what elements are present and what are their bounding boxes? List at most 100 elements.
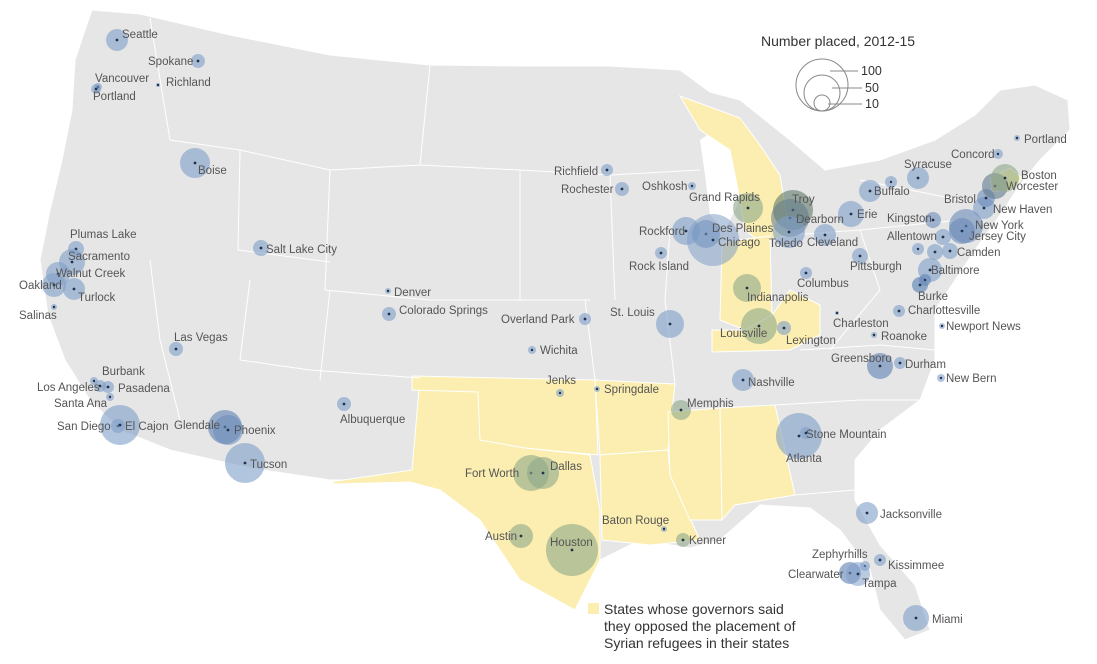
label-glendale: Glendale [174,420,220,432]
opposed-states-note: States whose governors said they opposed… [604,601,834,652]
label-new-bern: New Bern [946,373,997,385]
label-spokane: Spokane [148,56,193,68]
label-nashville: Nashville [748,377,795,389]
city-portland-me [1014,135,1020,141]
city-bubbles [42,29,1020,631]
city-overland-park [579,313,591,325]
city-louisville [741,308,777,344]
city-labels: Seattle Spokane Vancouver Portland Richl… [19,29,1067,626]
city-concord [993,149,1003,159]
label-new-haven: New Haven [993,204,1052,216]
label-rock-island: Rock Island [629,261,689,273]
label-stone-mountain: Stone Mountain [806,429,887,441]
city-charleston [835,311,839,315]
label-chicago: Chicago [718,237,760,249]
city-pasadena [102,381,114,393]
city-greensboro [867,353,893,379]
label-dearborn: Dearborn [796,214,844,226]
legend-circle-50 [803,74,841,112]
city-charlottesville [893,305,905,317]
city-salt-lake-city [253,240,269,256]
label-el-cajon: El Cajon [125,421,168,433]
city-portland-or [91,84,101,94]
label-troy: Troy [792,194,815,206]
city-boston [991,164,1019,192]
label-durham: Durham [905,359,946,371]
city-tucson [225,443,265,483]
label-erie: Erie [857,209,877,221]
city-rochester-mn [615,182,629,196]
label-rochester-mn: Rochester [561,184,614,196]
legend-label-10: 10 [865,97,879,111]
label-new-york: New York [975,220,1024,232]
label-pasadena: Pasadena [118,383,170,395]
label-atlanta: Atlanta [786,453,822,465]
city-st-louis [656,310,684,338]
label-salt-lake-city: Salt Lake City [266,244,337,256]
label-worcester: Worcester [1006,181,1058,193]
note-line-3: Syrian refugees in their states [604,635,790,651]
label-seattle: Seattle [122,29,158,41]
label-colorado-springs: Colorado Springs [399,305,488,317]
label-indianapolis: Indianapolis [747,292,809,304]
city-jenks [556,389,564,397]
city-durham [894,357,906,369]
label-buffalo: Buffalo [874,186,910,198]
label-jersey-city: Jersey City [969,231,1026,243]
city-nashville [732,369,754,391]
label-newport-news: Newport News [946,321,1021,333]
city-columbus [800,267,812,279]
city-salinas [51,304,57,310]
city-baton-rouge [661,526,667,532]
city-colorado-springs [382,307,396,321]
city-camden-3 [912,243,924,255]
label-columbus: Columbus [797,278,849,290]
label-fort-worth: Fort Worth [465,468,519,480]
label-denver: Denver [394,287,431,299]
city-toledo [773,216,805,248]
legend-title: Number placed, 2012-15 [761,33,915,49]
label-st-louis: St. Louis [610,307,655,319]
city-oshkosh [688,182,696,190]
label-walnut-creek: Walnut Creek [56,268,125,280]
label-greensboro: Greensboro [831,353,892,365]
city-pittsburgh [852,248,868,264]
label-memphis: Memphis [687,398,734,410]
city-atlanta [776,413,822,459]
label-san-diego: San Diego [57,421,111,433]
label-bristol: Bristol [944,194,976,206]
label-salinas: Salinas [19,310,57,322]
city-phoenix [213,415,243,445]
city-grand-rapids [733,193,763,223]
label-springdale: Springdale [604,384,659,396]
label-kingston: Kingston [887,213,932,225]
label-louisville: Louisville [720,328,767,340]
label-lexington: Lexington [786,335,836,347]
city-lexington [777,321,791,335]
label-portland-or: Portland [93,91,136,103]
label-pittsburgh: Pittsburgh [850,261,902,273]
label-burbank: Burbank [102,366,145,378]
city-burke-2 [919,274,931,286]
city-jacksonville [856,502,878,524]
city-syracuse [907,167,929,189]
city-wichita [528,346,536,354]
city-kissimmee [874,554,886,566]
label-santa-ana: Santa Ana [54,398,108,410]
city-boise [180,148,210,178]
city-turlock [63,278,85,300]
label-des-plaines: Des Plaines [712,223,774,235]
label-vancouver: Vancouver [95,73,149,85]
label-jacksonville: Jacksonville [880,509,942,521]
city-newport-news [939,323,945,329]
city-memphis [671,400,691,420]
legend-circle-100 [795,58,849,112]
label-albuquerque: Albuquerque [340,414,405,426]
city-buffalo-2 [885,176,897,188]
label-syracuse: Syracuse [904,159,952,171]
city-richfield [601,164,613,176]
label-toledo: Toledo [769,238,803,250]
label-boston: Boston [1021,170,1057,182]
city-camden-2 [927,244,943,260]
city-roanoke [871,332,877,338]
